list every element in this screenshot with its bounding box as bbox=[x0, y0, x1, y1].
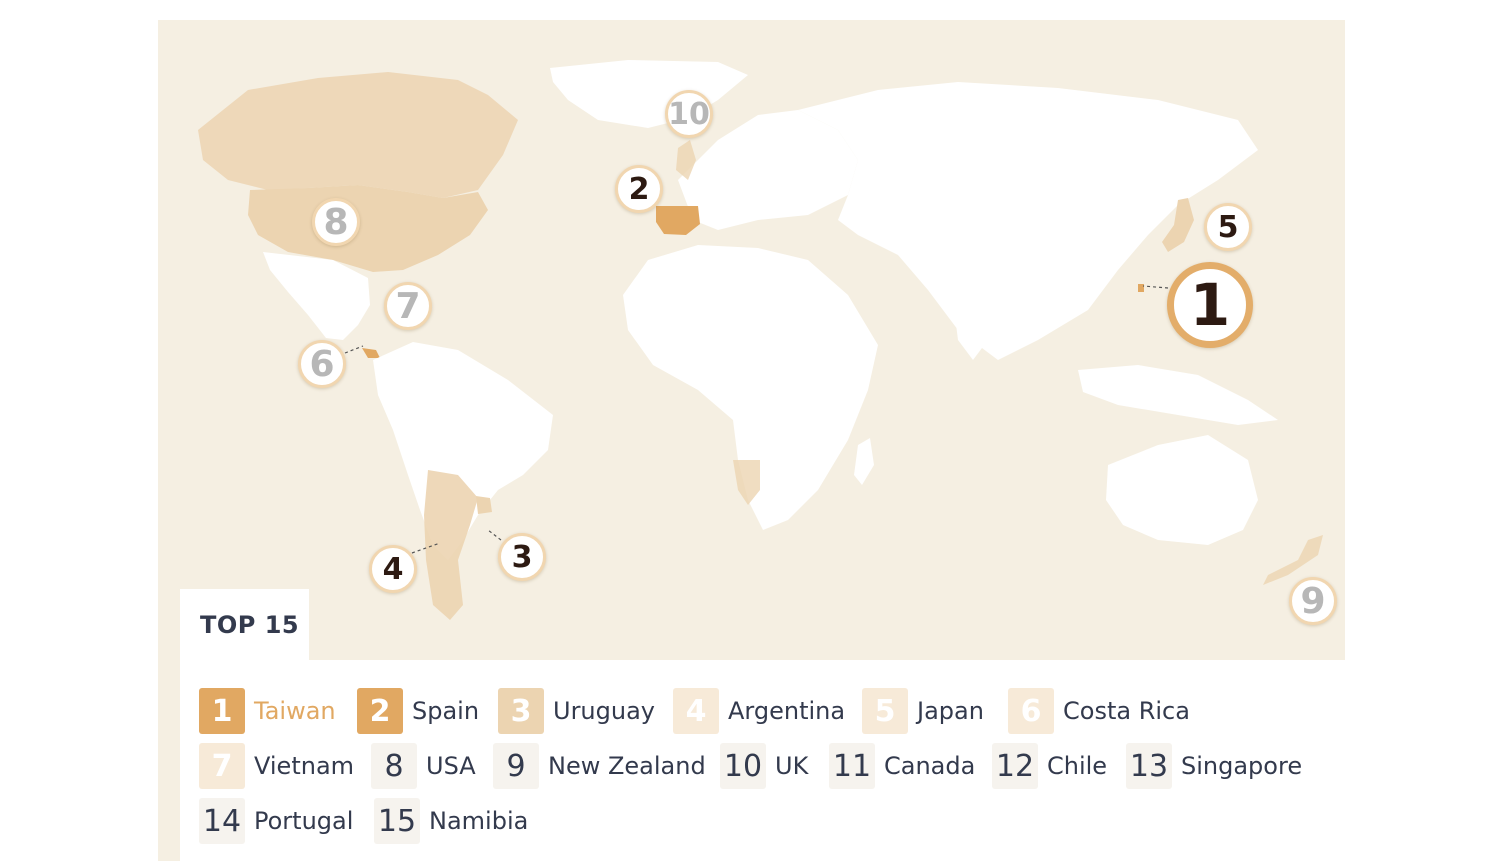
legend-item-new-zealand[interactable]: 9 New Zealand bbox=[493, 742, 706, 790]
india-shape bbox=[948, 270, 1008, 360]
rank-badge: 13 bbox=[1126, 743, 1172, 789]
uk-shape bbox=[676, 140, 696, 180]
rank-badge: 3 bbox=[498, 688, 544, 734]
marker-rank-5[interactable]: 5 bbox=[1204, 203, 1252, 251]
country-label: Uruguay bbox=[553, 697, 655, 725]
usa-shape bbox=[248, 185, 488, 272]
rank-badge: 1 bbox=[199, 688, 245, 734]
legend-tab bbox=[180, 589, 309, 661]
marker-rank-10[interactable]: 10 bbox=[665, 90, 713, 138]
legend-item-spain[interactable]: 2 Spain bbox=[357, 687, 479, 735]
country-label: Vietnam bbox=[254, 752, 355, 780]
canada-shape bbox=[198, 72, 518, 198]
legend-item-singapore[interactable]: 13 Singapore bbox=[1126, 742, 1302, 790]
country-label: Taiwan bbox=[254, 697, 336, 725]
namibia-shape bbox=[733, 460, 760, 505]
marker-rank-2[interactable]: 2 bbox=[615, 165, 663, 213]
rank-badge: 4 bbox=[673, 688, 719, 734]
country-label: New Zealand bbox=[548, 752, 706, 780]
mexico-shape bbox=[263, 252, 370, 340]
madagascar-shape bbox=[854, 438, 874, 485]
spain-shape bbox=[656, 206, 700, 235]
country-label: Spain bbox=[412, 697, 480, 725]
australia-shape bbox=[1106, 435, 1258, 545]
country-label: Namibia bbox=[429, 807, 529, 835]
japan-shape bbox=[1162, 198, 1194, 252]
legend-item-taiwan[interactable]: 1 Taiwan bbox=[199, 687, 336, 735]
legend-item-vietnam[interactable]: 7 Vietnam bbox=[199, 742, 354, 790]
legend-item-japan[interactable]: 5 Japan bbox=[862, 687, 984, 735]
country-label: Costa Rica bbox=[1063, 697, 1190, 725]
country-label: Chile bbox=[1047, 752, 1108, 780]
marker-rank-1[interactable]: 1 bbox=[1167, 262, 1253, 348]
marker-rank-9[interactable]: 9 bbox=[1289, 577, 1337, 625]
europe-shape bbox=[678, 110, 858, 230]
marker-rank-4[interactable]: 4 bbox=[369, 545, 417, 593]
rank-badge: 12 bbox=[992, 743, 1038, 789]
south-america-shape bbox=[373, 342, 553, 560]
legend-title: TOP 15 bbox=[200, 611, 300, 639]
legend-item-portugal[interactable]: 14 Portugal bbox=[199, 797, 353, 845]
rank-badge: 15 bbox=[374, 798, 420, 844]
legend-item-uruguay[interactable]: 3 Uruguay bbox=[498, 687, 655, 735]
legend-item-chile[interactable]: 12 Chile bbox=[992, 742, 1107, 790]
marker-rank-6[interactable]: 6 bbox=[298, 340, 346, 388]
africa-shape bbox=[623, 245, 878, 530]
rank-badge: 14 bbox=[199, 798, 245, 844]
country-label: Canada bbox=[884, 752, 976, 780]
legend-item-argentina[interactable]: 4 Argentina bbox=[673, 687, 845, 735]
taiwan-shape bbox=[1138, 284, 1144, 292]
country-label: UK bbox=[775, 752, 809, 780]
se-asia-islands-shape bbox=[1078, 365, 1278, 425]
legend-item-usa[interactable]: 8 USA bbox=[371, 742, 476, 790]
greenland-shape bbox=[550, 60, 748, 128]
rank-badge: 10 bbox=[720, 743, 766, 789]
world-map bbox=[198, 60, 1323, 620]
marker-rank-3[interactable]: 3 bbox=[498, 533, 546, 581]
asia-shape bbox=[798, 82, 1258, 360]
legend-item-costa-rica[interactable]: 6 Costa Rica bbox=[1008, 687, 1190, 735]
rank-badge: 2 bbox=[357, 688, 403, 734]
country-label: USA bbox=[426, 752, 476, 780]
rank-badge: 5 bbox=[862, 688, 908, 734]
marker-rank-7[interactable]: 7 bbox=[384, 282, 432, 330]
rank-badge: 11 bbox=[829, 743, 875, 789]
new-zealand-shape bbox=[1263, 535, 1323, 585]
legend-item-canada[interactable]: 11 Canada bbox=[829, 742, 975, 790]
costa-rica-shape bbox=[362, 348, 380, 358]
legend-item-uk[interactable]: 10 UK bbox=[720, 742, 808, 790]
argentina-shape bbox=[424, 470, 478, 620]
rank-badge: 6 bbox=[1008, 688, 1054, 734]
legend-item-namibia[interactable]: 15 Namibia bbox=[374, 797, 528, 845]
rank-badge: 8 bbox=[371, 743, 417, 789]
country-label: Portugal bbox=[254, 807, 354, 835]
uruguay-shape bbox=[476, 496, 492, 514]
rank-badge: 9 bbox=[493, 743, 539, 789]
country-label: Singapore bbox=[1181, 752, 1303, 780]
rank-badge: 7 bbox=[199, 743, 245, 789]
marker-rank-8[interactable]: 8 bbox=[312, 198, 360, 246]
country-label: Argentina bbox=[728, 697, 846, 725]
country-label: Japan bbox=[917, 697, 984, 725]
